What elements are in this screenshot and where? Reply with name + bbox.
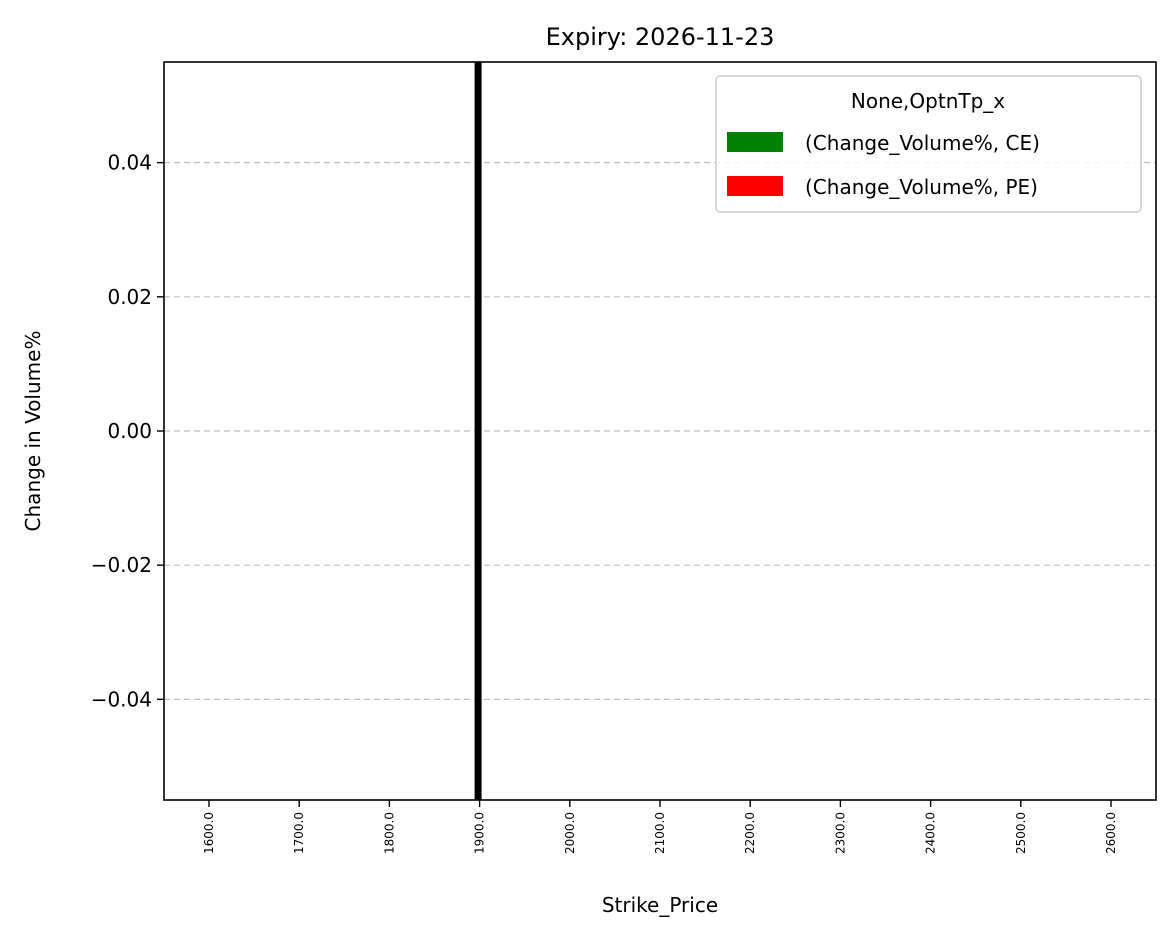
legend: None,OptnTp_x (Change_Volume%, CE) (Chang… (715, 75, 1142, 213)
y-axis-label: Change in Volume% (21, 331, 45, 532)
legend-title: None,OptnTp_x (851, 89, 1005, 113)
x-tick-label: 2600.0 (1104, 812, 1118, 854)
x-tick-label: 1600.0 (202, 812, 216, 854)
legend-box (715, 75, 1142, 213)
y-tick-label: 0.02 (107, 285, 152, 309)
x-axis: 1600.0 1700.0 1800.0 1900.0 2000.0 2100.0 2200… (202, 800, 1118, 854)
x-tick-label: 1900.0 (473, 812, 487, 854)
legend-label: (Change_Volume%, CE) (805, 131, 1040, 155)
y-tick-label: −0.04 (91, 687, 152, 711)
legend-label: (Change_Volume%, PE) (805, 175, 1038, 199)
legend-swatch (727, 132, 783, 152)
legend-swatch (727, 176, 783, 196)
x-tick-label: 2100.0 (653, 812, 667, 854)
x-tick-label: 2200.0 (743, 812, 757, 854)
y-tick-label: 0.00 (107, 419, 152, 443)
x-tick-label: 1800.0 (382, 812, 396, 854)
chart-title: Expiry: 2026-11-23 (546, 23, 775, 51)
x-tick-label: 2400.0 (924, 812, 938, 854)
grid-lines (164, 162, 1156, 700)
x-tick-label: 2000.0 (563, 812, 577, 854)
x-axis-label: Strike_Price (602, 893, 718, 917)
x-tick-label: 2500.0 (1014, 812, 1028, 854)
x-tick-label: 2300.0 (833, 812, 847, 854)
y-tick-label: −0.02 (91, 553, 152, 577)
x-tick-label: 1700.0 (292, 812, 306, 854)
y-tick-label: 0.04 (107, 151, 152, 175)
y-axis: −0.04 −0.02 0.00 0.02 0.04 (91, 151, 164, 711)
